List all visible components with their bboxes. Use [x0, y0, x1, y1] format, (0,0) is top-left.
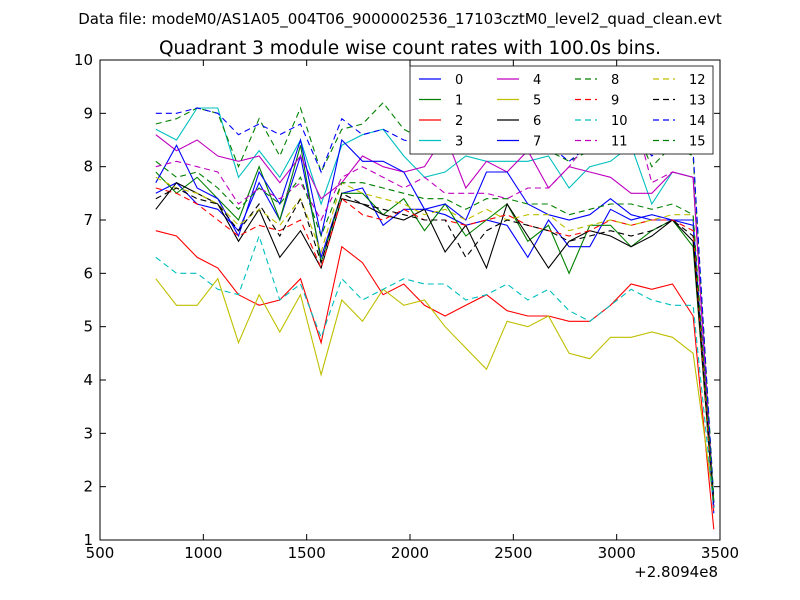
legend-label-15: 15 — [689, 135, 706, 150]
series-line-2 — [155, 230, 715, 530]
series-line-13 — [155, 187, 715, 503]
y-tick-label: 6 — [83, 264, 93, 282]
legend-label-4: 4 — [533, 73, 541, 88]
legend-label-13: 13 — [689, 94, 706, 109]
x-tick-label: 3500 — [701, 544, 739, 562]
x-tick-label: 2000 — [391, 544, 429, 562]
legend-label-14: 14 — [689, 114, 706, 129]
x-tick-label: 500 — [86, 544, 115, 562]
chart-title: Quadrant 3 module wise count rates with … — [159, 38, 661, 59]
y-tick-label: 10 — [74, 51, 93, 69]
x-tick-label: 1000 — [184, 544, 222, 562]
y-tick-label: 8 — [83, 158, 93, 176]
x-tick-label: 3000 — [598, 544, 636, 562]
legend-label-5: 5 — [533, 94, 541, 109]
legend-label-11: 11 — [611, 135, 628, 150]
x-offset-label: +2.8094e8 — [634, 563, 718, 581]
y-tick-label: 2 — [83, 478, 93, 496]
legend-label-1: 1 — [455, 94, 463, 109]
series-line-12 — [155, 176, 715, 503]
x-tick-label: 2500 — [494, 544, 532, 562]
legend-box — [409, 65, 714, 155]
series-line-5 — [155, 277, 715, 503]
y-tick-label: 1 — [83, 531, 93, 549]
y-tick-label: 7 — [83, 211, 93, 229]
plot-frame — [99, 59, 721, 541]
series-line-15 — [155, 160, 715, 503]
legend-label-9: 9 — [611, 94, 619, 109]
legend-label-3: 3 — [455, 135, 463, 150]
series-line-6 — [155, 182, 715, 509]
legend-label-0: 0 — [455, 73, 463, 88]
legend-label-7: 7 — [533, 135, 541, 150]
chart-suptitle: Data file: modeM0/AS1A05_004T06_90000025… — [78, 10, 722, 29]
legend-label-12: 12 — [689, 73, 706, 88]
y-tick-label: 4 — [83, 371, 93, 389]
y-tick-label: 5 — [83, 318, 93, 336]
legend-label-8: 8 — [611, 73, 619, 88]
series-line-10 — [155, 234, 715, 509]
legend-label-6: 6 — [533, 114, 541, 129]
y-tick-label: 9 — [83, 104, 93, 122]
legend-label-2: 2 — [455, 114, 463, 129]
y-tick-label: 3 — [83, 424, 93, 442]
series-line-11 — [155, 101, 715, 503]
legend-label-10: 10 — [611, 114, 628, 129]
x-tick-label: 1500 — [288, 544, 326, 562]
series-line-1 — [155, 145, 715, 509]
series-line-7 — [155, 137, 715, 509]
